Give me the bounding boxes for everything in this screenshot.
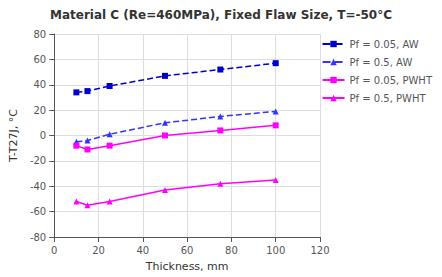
- svg-text:60: 60: [181, 245, 194, 256]
- svg-text:20: 20: [33, 105, 46, 116]
- svg-text:-80: -80: [30, 232, 46, 243]
- svg-text:80: 80: [33, 29, 46, 40]
- svg-text:-20: -20: [30, 155, 46, 166]
- svg-text:100: 100: [266, 245, 285, 256]
- svg-text:Pf = 0.05, AW: Pf = 0.05, AW: [350, 39, 419, 50]
- svg-text:0: 0: [51, 245, 57, 256]
- svg-text:Pf = 0.5, PWHT: Pf = 0.5, PWHT: [350, 93, 427, 104]
- svg-text:60: 60: [33, 54, 46, 65]
- svg-text:40: 40: [136, 245, 149, 256]
- svg-text:0: 0: [40, 130, 46, 141]
- svg-text:-40: -40: [30, 181, 46, 192]
- svg-text:40: 40: [33, 79, 46, 90]
- svg-text:Pf = 0.05, PWHT: Pf = 0.05, PWHT: [350, 75, 433, 86]
- svg-text:20: 20: [92, 245, 105, 256]
- svg-text:-60: -60: [30, 206, 46, 217]
- svg-text:Thickness, mm: Thickness, mm: [145, 260, 229, 273]
- svg-text:Material C (Re=460MPa), Fixed: Material C (Re=460MPa), Fixed Flaw Size,…: [50, 8, 392, 22]
- svg-text:T-T27J, °C: T-T27J, °C: [7, 109, 20, 163]
- svg-text:Pf = 0.5, AW: Pf = 0.5, AW: [350, 57, 413, 68]
- svg-text:120: 120: [310, 245, 329, 256]
- svg-text:80: 80: [225, 245, 238, 256]
